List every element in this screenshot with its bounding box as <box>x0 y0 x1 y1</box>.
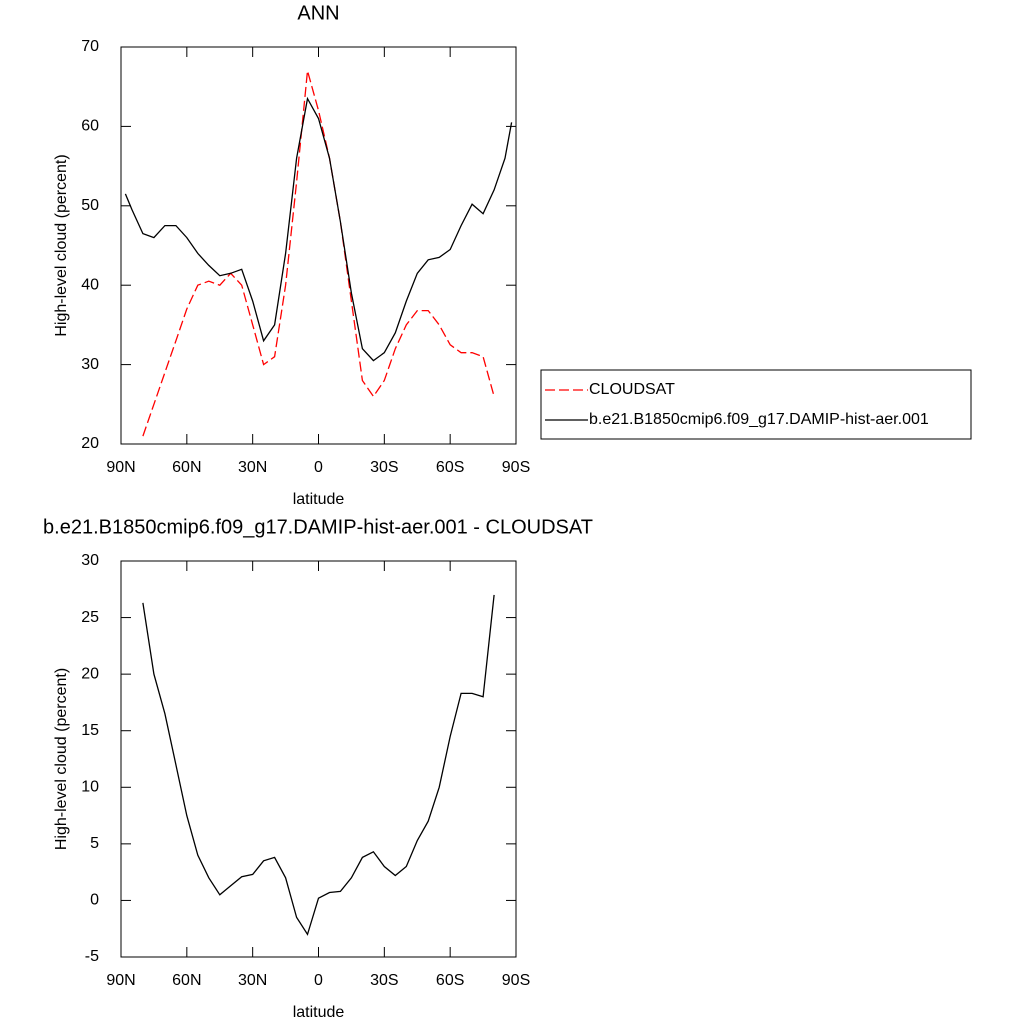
y-tick-label: 70 <box>81 38 99 55</box>
x-tick-label: 30N <box>238 972 267 989</box>
x-tick-label: 90N <box>106 972 135 989</box>
x-tick-label: 0 <box>314 459 323 476</box>
y-tick-label: 25 <box>81 609 99 626</box>
x-tick-label: 60S <box>436 972 464 989</box>
plot-frame <box>120 46 517 445</box>
y-tick-label: 15 <box>81 722 99 739</box>
x-tick-label: 60N <box>172 972 201 989</box>
y-tick-label: 50 <box>81 197 99 214</box>
y-tick-label: 20 <box>81 435 99 452</box>
data-line <box>142 594 495 936</box>
legend-label: CLOUDSAT <box>589 381 675 398</box>
legend-label: b.e21.B1850cmip6.f09_g17.DAMIP-hist-aer.… <box>589 411 929 428</box>
y-axis-label: High-level cloud (percent) <box>53 668 70 850</box>
data-line <box>142 70 495 437</box>
x-tick-label: 30S <box>370 972 398 989</box>
x-axis-label: latitude <box>293 1004 345 1021</box>
x-tick-label: 0 <box>314 972 323 989</box>
y-tick-label: 20 <box>81 665 99 682</box>
y-tick-label: 60 <box>81 118 99 135</box>
x-tick-label: 90N <box>106 459 135 476</box>
legend-box <box>540 369 972 440</box>
y-tick-label: 30 <box>81 552 99 569</box>
y-axis-label: High-level cloud (percent) <box>53 154 70 336</box>
y-tick-label: -5 <box>85 948 99 965</box>
chart-title: b.e21.B1850cmip6.f09_g17.DAMIP-hist-aer.… <box>43 516 593 538</box>
y-tick-label: 10 <box>81 779 99 796</box>
x-tick-label: 30S <box>370 459 398 476</box>
x-tick-label: 90S <box>502 459 530 476</box>
x-axis-label: latitude <box>293 491 345 508</box>
y-tick-label: 40 <box>81 276 99 293</box>
chart-title: ANN <box>297 2 339 24</box>
x-tick-label: 60N <box>172 459 201 476</box>
y-tick-label: 30 <box>81 356 99 373</box>
x-tick-label: 90S <box>502 972 530 989</box>
x-tick-label: 30N <box>238 459 267 476</box>
x-tick-label: 60S <box>436 459 464 476</box>
y-tick-label: 5 <box>90 835 99 852</box>
y-tick-label: 0 <box>90 892 99 909</box>
data-line <box>124 96 513 362</box>
